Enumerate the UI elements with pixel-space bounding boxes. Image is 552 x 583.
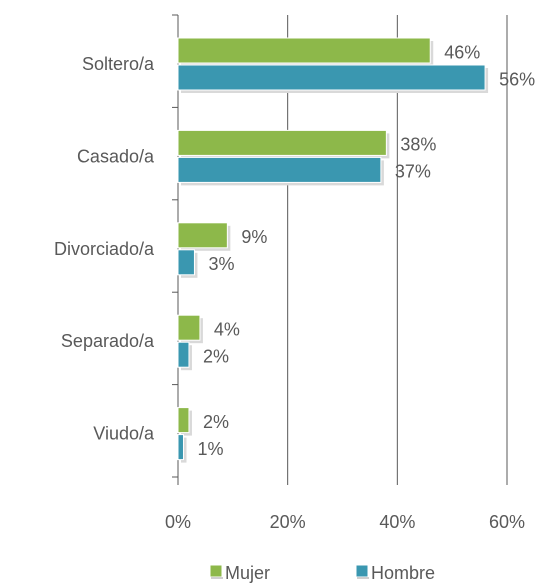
bar: [177, 407, 190, 434]
data-label: 9%: [241, 227, 267, 247]
data-label: 4%: [214, 319, 240, 339]
bar: [177, 249, 195, 276]
data-label: 46%: [444, 42, 480, 62]
data-label: 37%: [395, 162, 431, 182]
legend-label: Hombre: [371, 563, 435, 583]
data-label: 1%: [197, 439, 223, 459]
data-label: 56%: [499, 69, 535, 89]
x-tick-label: 20%: [270, 512, 306, 532]
y-tick-label: Soltero/a: [82, 54, 155, 74]
bar: [177, 222, 228, 249]
data-label: 2%: [203, 346, 229, 366]
bar: [177, 37, 431, 64]
data-label: 38%: [400, 135, 436, 155]
bar: [177, 434, 184, 461]
bar: [177, 314, 201, 341]
legend-swatch: [209, 564, 223, 578]
x-tick-label: 60%: [489, 512, 525, 532]
legend-swatch: [355, 564, 369, 578]
bar: [177, 64, 486, 91]
y-tick-label: Viudo/a: [93, 424, 155, 444]
bar: [177, 156, 382, 183]
x-tick-label: 0%: [165, 512, 191, 532]
y-tick-label: Separado/a: [61, 331, 155, 351]
legend-label: Mujer: [225, 563, 270, 583]
x-tick-label: 40%: [379, 512, 415, 532]
data-label: 3%: [208, 254, 234, 274]
bar: [177, 129, 387, 156]
data-label: 2%: [203, 412, 229, 432]
y-tick-label: Divorciado/a: [54, 239, 155, 259]
y-tick-label: Casado/a: [77, 146, 155, 166]
bar: [177, 341, 190, 368]
